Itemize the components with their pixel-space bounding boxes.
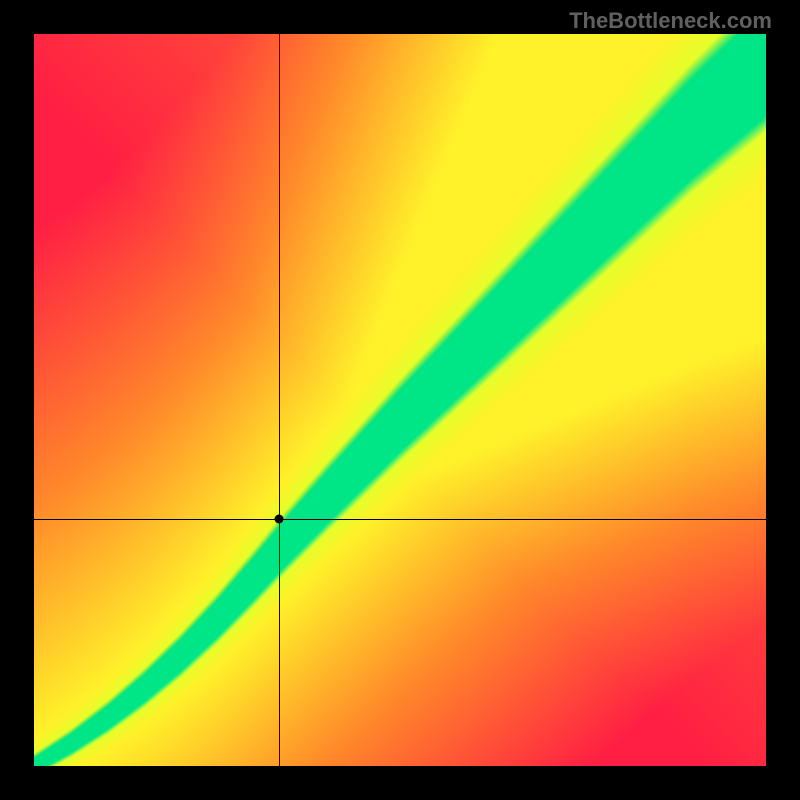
crosshair-horizontal [34,519,766,520]
attribution-label: TheBottleneck.com [569,8,772,34]
marker-point [275,514,284,523]
heatmap-canvas [34,34,766,766]
chart-container: TheBottleneck.com [0,0,800,800]
heatmap-plot [34,34,766,766]
crosshair-vertical [279,34,280,766]
